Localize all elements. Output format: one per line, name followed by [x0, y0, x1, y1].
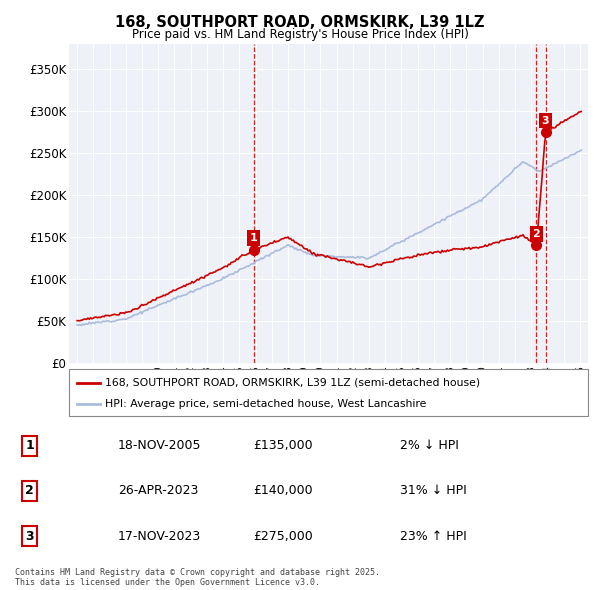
Text: HPI: Average price, semi-detached house, West Lancashire: HPI: Average price, semi-detached house,…: [106, 399, 427, 409]
Text: £140,000: £140,000: [253, 484, 313, 497]
Text: £135,000: £135,000: [253, 439, 313, 453]
Text: 2% ↓ HPI: 2% ↓ HPI: [400, 439, 459, 453]
Text: 26-APR-2023: 26-APR-2023: [118, 484, 198, 497]
Text: Contains HM Land Registry data © Crown copyright and database right 2025.
This d: Contains HM Land Registry data © Crown c…: [15, 568, 380, 587]
Text: 168, SOUTHPORT ROAD, ORMSKIRK, L39 1LZ (semi-detached house): 168, SOUTHPORT ROAD, ORMSKIRK, L39 1LZ (…: [106, 378, 481, 388]
Text: Price paid vs. HM Land Registry's House Price Index (HPI): Price paid vs. HM Land Registry's House …: [131, 28, 469, 41]
Text: 3: 3: [542, 116, 550, 126]
Text: 2: 2: [533, 229, 540, 239]
Text: 3: 3: [25, 529, 34, 543]
Text: 31% ↓ HPI: 31% ↓ HPI: [400, 484, 467, 497]
Text: 17-NOV-2023: 17-NOV-2023: [118, 529, 201, 543]
Text: 1: 1: [250, 233, 257, 243]
Text: £275,000: £275,000: [253, 529, 313, 543]
Text: 23% ↑ HPI: 23% ↑ HPI: [400, 529, 467, 543]
Text: 2: 2: [25, 484, 34, 497]
Text: 1: 1: [25, 439, 34, 453]
Text: 18-NOV-2005: 18-NOV-2005: [118, 439, 201, 453]
Text: 168, SOUTHPORT ROAD, ORMSKIRK, L39 1LZ: 168, SOUTHPORT ROAD, ORMSKIRK, L39 1LZ: [115, 15, 485, 30]
